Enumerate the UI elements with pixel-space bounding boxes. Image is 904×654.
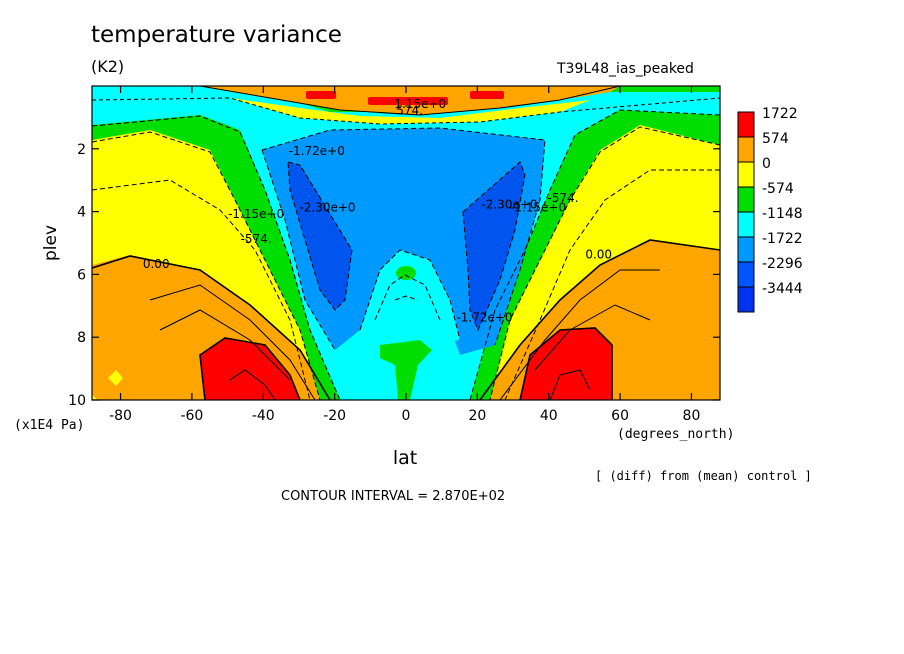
legend-swatch xyxy=(737,161,755,188)
contour-label: 1.15e+0 xyxy=(394,97,446,111)
x-tick-label: -20 xyxy=(323,408,346,424)
edge-yellow-blob xyxy=(108,370,123,386)
colorbar-legend: 1722 574 0 -574 -1148 -1722 -2296 -3444 xyxy=(737,106,803,313)
x-tick-label: 0 xyxy=(402,408,411,424)
contour-label: -574. xyxy=(547,191,578,205)
contour-red-inner-right xyxy=(549,369,591,400)
y-tick-label: 6 xyxy=(77,267,86,283)
edge-yellow-strip xyxy=(92,395,98,400)
core-right xyxy=(463,162,525,330)
contour-lines-negative xyxy=(92,109,720,400)
contour-center-1 xyxy=(359,249,461,341)
top-yellow-strip xyxy=(230,98,590,124)
contour-neg-8 xyxy=(261,149,336,351)
contour-field xyxy=(92,86,720,400)
contour-label: -574. xyxy=(241,232,272,246)
y-tick-label: 2 xyxy=(77,142,86,158)
legend-level-label: 0 xyxy=(762,156,771,172)
bottom-green-blob xyxy=(380,340,432,400)
contour-core-right xyxy=(462,161,526,332)
center-green-blob xyxy=(396,266,416,280)
contour-label: 0.00 xyxy=(585,248,612,262)
contour-lines xyxy=(92,86,720,400)
contour-pos-inner-left xyxy=(159,309,291,381)
y-tick-label: 10 xyxy=(68,393,86,409)
contour-neg-2 xyxy=(504,169,720,400)
legend-level-label: -2296 xyxy=(762,256,803,272)
contour-red-inner-left xyxy=(229,369,276,400)
x-tick-label: 20 xyxy=(468,408,486,424)
legend-swatch xyxy=(737,211,755,238)
contour-label: -1.72e+0 xyxy=(289,144,345,158)
legend-level-label: 1722 xyxy=(762,106,798,122)
contour-label: -1.15e+0 xyxy=(510,201,566,215)
legend-swatch xyxy=(737,111,755,138)
contour-label: -2.30e+0 xyxy=(299,201,355,215)
legend-level-label: 574 xyxy=(762,131,789,147)
run-id-label: T39L48_ias_peaked xyxy=(557,61,694,77)
contour-574-left xyxy=(149,284,316,400)
contour-neg-1 xyxy=(92,179,311,400)
contour-zero-left xyxy=(92,255,331,400)
contour-center-3 xyxy=(394,295,419,301)
x-tick-label: 40 xyxy=(540,408,558,424)
contour-interval-label: CONTOUR INTERVAL = 2.870E+02 xyxy=(281,489,506,504)
core-left xyxy=(288,162,352,310)
x-axis: -80 -60 -40 -20 0 20 40 60 80 xyxy=(109,86,700,424)
contour-neg-6 xyxy=(469,109,720,400)
y-axis-label: plev xyxy=(41,225,61,261)
x-tick-label: -60 xyxy=(180,408,203,424)
y-axis-units: (x1E4 Pa) xyxy=(14,418,84,433)
legend-level-label: -1148 xyxy=(762,206,803,222)
top-red-center xyxy=(368,97,448,105)
contour-center-2 xyxy=(374,274,441,321)
contour-pos-inner-right xyxy=(534,304,651,371)
x-axis-units: (degrees_north) xyxy=(617,427,734,442)
legend-swatch xyxy=(737,136,755,163)
legend-swatch xyxy=(737,261,755,288)
chart-title: temperature variance xyxy=(91,22,342,48)
x-tick-label: -80 xyxy=(109,408,132,424)
chart-units: (K2) xyxy=(91,57,125,76)
contour-label: -1.15e+0 xyxy=(228,207,284,221)
legend-swatch xyxy=(737,186,755,213)
contour-label: 0.00 xyxy=(143,257,170,271)
contour-zero-right xyxy=(479,239,720,400)
x-axis-label: lat xyxy=(393,447,417,469)
contour-label: -1.72e+0 xyxy=(456,311,512,325)
legend-level-label: -1722 xyxy=(762,231,803,247)
contour-yellow-top xyxy=(92,97,720,125)
top-red-right xyxy=(470,91,504,99)
y-axis: 2 4 6 8 10 xyxy=(68,142,720,409)
contour-top-orange xyxy=(199,86,621,116)
contour-neg-4 xyxy=(489,126,720,400)
legend-swatch xyxy=(737,286,755,313)
y-tick-label: 4 xyxy=(77,205,86,221)
center-tongue xyxy=(370,250,460,345)
contour-label: -2.30e+0 xyxy=(481,197,537,211)
contour-neg-5 xyxy=(92,115,341,400)
contour-574-right xyxy=(499,269,660,400)
contour-labels: -1.72e+0-1.15e+0 -2.30e+0-574.0.00-2.30e+… xyxy=(143,97,612,325)
x-tick-label: -40 xyxy=(252,408,275,424)
x-tick-label: 80 xyxy=(683,408,701,424)
contour-label: 574. xyxy=(396,103,423,117)
diff-footnote: [ (diff) from (mean) control ] xyxy=(595,469,812,483)
lower-right-red xyxy=(520,328,612,400)
legend-level-label: -574 xyxy=(762,181,794,197)
x-tick-label: 60 xyxy=(611,408,629,424)
top-red-left xyxy=(306,91,336,99)
legend-swatch xyxy=(737,236,755,263)
lower-left-red xyxy=(200,338,300,400)
contour-red-right xyxy=(519,327,613,400)
y-tick-label: 8 xyxy=(77,330,86,346)
contour-core-left xyxy=(287,161,353,311)
contour-neg-3 xyxy=(92,131,321,400)
legend-level-label: -3444 xyxy=(762,281,803,297)
contour-red-left xyxy=(199,337,301,400)
contour-neg-7 xyxy=(261,127,546,346)
